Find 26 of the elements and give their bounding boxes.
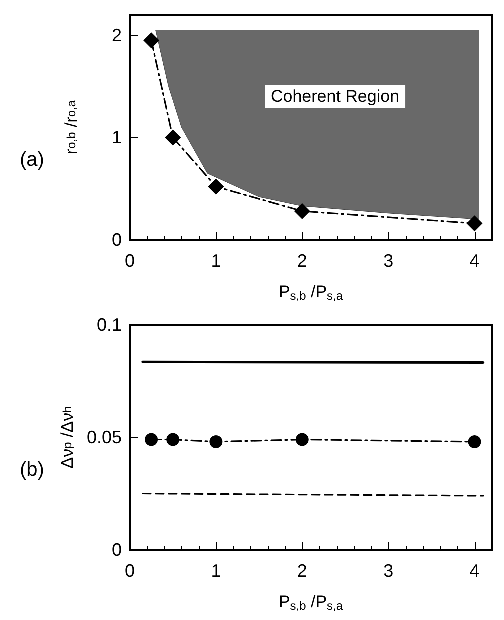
x-tick-label: 4 bbox=[470, 561, 480, 581]
x-tick-label: 1 bbox=[211, 251, 222, 271]
x-tick-label: 4 bbox=[470, 251, 480, 271]
x-tick-label: 0 bbox=[124, 251, 136, 271]
y-tick-label: 0 bbox=[112, 230, 122, 250]
y-tick-label: 0 bbox=[112, 540, 122, 560]
x-tick-label: 3 bbox=[384, 251, 394, 271]
x-tick-label: 3 bbox=[384, 561, 394, 581]
y-tick-label: 0.05 bbox=[86, 428, 122, 448]
y-tick-label: 0.1 bbox=[96, 315, 122, 335]
x-tick-label: 1 bbox=[211, 561, 222, 581]
point bbox=[208, 178, 224, 195]
y-tick-label: 1 bbox=[112, 128, 122, 148]
x-tick-label: 0 bbox=[124, 561, 136, 581]
annotation: Coherent Region bbox=[271, 87, 400, 106]
point bbox=[294, 203, 310, 220]
y-axis-title: ro,b /ro,a bbox=[62, 100, 81, 155]
point bbox=[144, 32, 160, 49]
y-axis-title: Δνp /Δνh bbox=[58, 406, 78, 469]
x-tick-label: 2 bbox=[297, 251, 308, 271]
x-tick-label: 2 bbox=[297, 561, 308, 581]
text: (b) bbox=[20, 459, 44, 481]
y-tick-label: 2 bbox=[112, 25, 122, 46]
point bbox=[466, 216, 483, 232]
point bbox=[165, 130, 182, 146]
text: (a) bbox=[20, 149, 44, 171]
